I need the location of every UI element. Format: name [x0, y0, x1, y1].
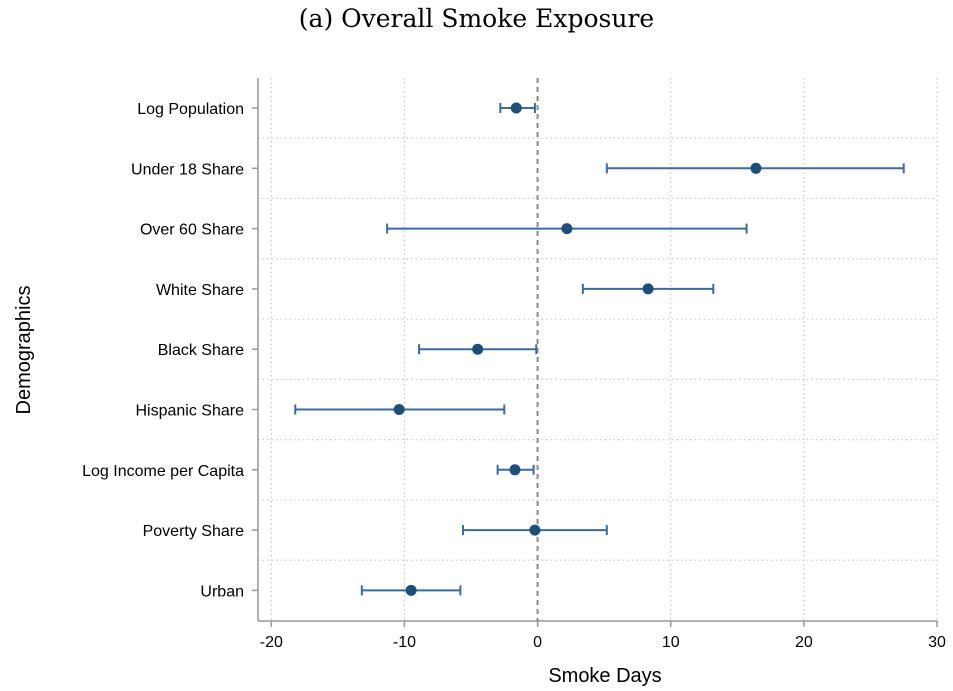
y-tick-label: Hispanic Share [136, 403, 245, 420]
point-estimate [529, 524, 541, 536]
y-tick-label: Under 18 Share [131, 161, 244, 178]
x-axis-title: Smoke Days [548, 665, 661, 687]
point-estimate [405, 584, 417, 596]
grid-layer [258, 78, 938, 621]
point-estimate [393, 404, 405, 415]
axis-layer: -20 -10 0 10 20 30 Log Population Under 18 Shar… [82, 78, 946, 651]
x-tick-label: 20 [795, 634, 813, 651]
point-estimate [750, 162, 762, 174]
x-tick-label: 10 [662, 634, 680, 651]
y-tick-label: Over 60 Share [140, 222, 244, 239]
x-tick-label: 0 [533, 634, 542, 651]
y-tick-label: Black Share [158, 342, 244, 359]
y-tick-label: Log Income per Capita [82, 463, 244, 480]
y-axis-title: Demographics [13, 286, 35, 415]
y-tick-label: White Share [156, 282, 244, 299]
marks-layer [294, 78, 905, 621]
point-estimate [472, 343, 484, 355]
point-estimate [642, 283, 654, 295]
x-tick-label: -20 [260, 634, 283, 651]
x-tick-label: -10 [393, 634, 416, 651]
chart-title: (a) Overall Smoke Exposure [298, 4, 655, 33]
point-estimate [509, 464, 521, 476]
point-estimate [561, 223, 573, 235]
point-estimate [510, 102, 522, 114]
y-tick-label: Urban [200, 583, 244, 600]
y-tick-label: Poverty Share [143, 523, 244, 540]
y-tick-label: Log Population [137, 101, 244, 118]
x-tick-label: 30 [928, 634, 946, 651]
